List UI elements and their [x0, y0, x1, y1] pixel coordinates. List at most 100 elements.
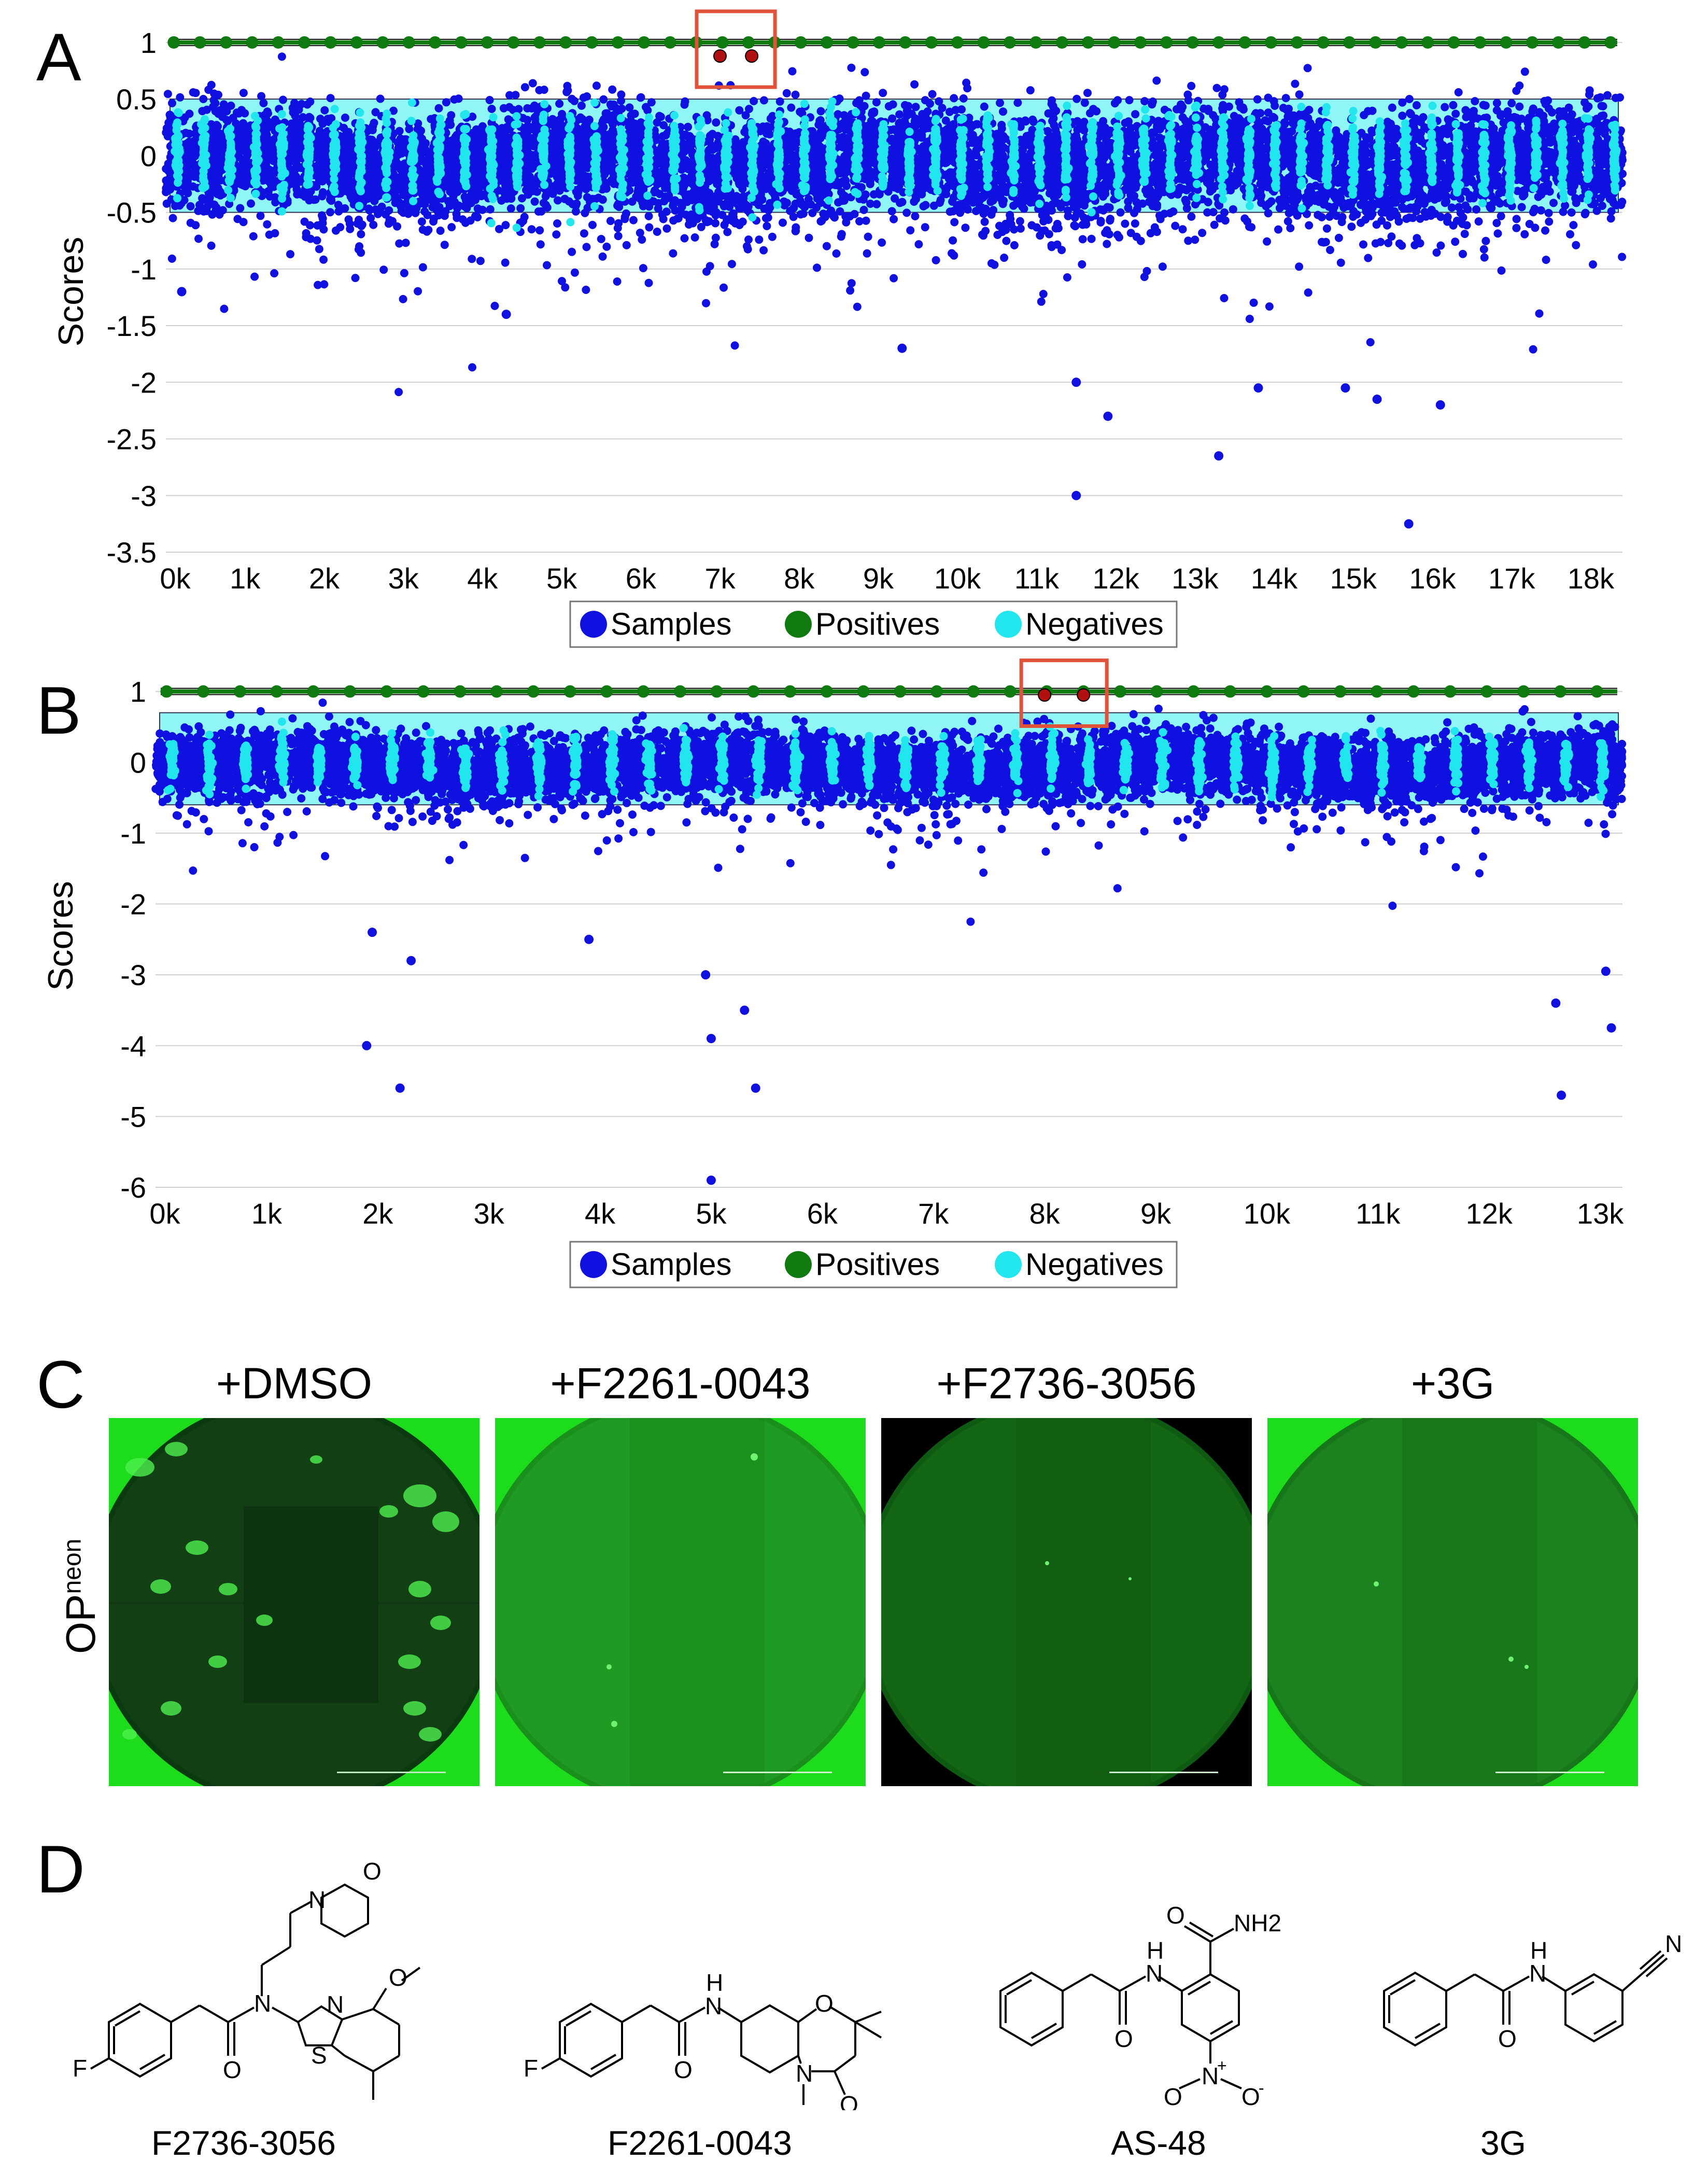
sample-point	[1184, 96, 1193, 105]
sample-point	[300, 217, 309, 226]
sample-point	[1569, 221, 1578, 230]
sample-point	[582, 286, 590, 294]
sample-point	[697, 222, 705, 231]
sample-point	[581, 208, 589, 217]
sample-point	[662, 224, 671, 233]
sample-point	[788, 67, 797, 76]
sample-point	[1210, 220, 1219, 229]
sample-point	[574, 188, 583, 197]
sample-point	[351, 274, 360, 283]
sample-point	[687, 210, 696, 219]
sample-point	[320, 280, 329, 289]
sample-point	[1535, 309, 1544, 318]
sample-point	[961, 223, 970, 232]
sample-point	[832, 249, 841, 258]
sample-point	[853, 302, 862, 311]
sample-point	[536, 240, 545, 249]
sample-point	[602, 242, 611, 251]
sample-point	[837, 230, 846, 238]
sample-point	[516, 204, 525, 213]
sample-point	[277, 52, 286, 61]
sample-point	[1603, 91, 1612, 100]
sample-point	[914, 240, 923, 249]
sample-point	[614, 232, 623, 241]
sample-point	[1441, 199, 1449, 207]
sample-point	[1265, 302, 1274, 311]
sample-point	[420, 207, 429, 216]
sample-point	[194, 234, 203, 243]
sample-point	[570, 268, 579, 277]
sample-point	[1413, 234, 1421, 243]
sample-point	[326, 94, 335, 103]
sample-point	[659, 121, 668, 130]
sample-point	[644, 212, 653, 220]
sample-point	[1326, 246, 1334, 255]
sample-point	[1105, 203, 1114, 212]
sample-point	[236, 204, 245, 213]
sample-point	[1549, 199, 1558, 207]
sample-point	[1152, 76, 1161, 85]
sample-point	[1229, 205, 1237, 214]
sample-point	[1449, 101, 1458, 109]
sample-point	[279, 95, 287, 104]
sample-point	[553, 219, 561, 228]
sample-point	[598, 252, 607, 261]
sample-point	[1618, 252, 1627, 261]
sample-point	[1472, 205, 1480, 214]
sample-point	[888, 100, 897, 109]
sample-point	[198, 194, 207, 203]
sample-point	[555, 100, 564, 108]
sample-point	[906, 226, 915, 235]
sample-point	[662, 207, 671, 216]
sample-point	[730, 341, 739, 350]
sample-point	[710, 240, 719, 248]
sample-point	[702, 299, 710, 307]
sample-point	[921, 201, 930, 209]
sample-point	[804, 233, 813, 242]
sample-point	[394, 388, 403, 397]
sample-point	[527, 225, 536, 234]
sample-point	[702, 267, 711, 276]
sample-point	[890, 274, 898, 283]
sample-point	[1542, 256, 1550, 264]
sample-point	[926, 100, 934, 108]
sample-point	[1036, 231, 1044, 240]
sample-point	[370, 119, 378, 127]
sample-point	[1071, 222, 1080, 231]
sample-point	[249, 232, 258, 241]
panel-letter-a: A	[36, 23, 81, 91]
sample-point	[487, 105, 496, 113]
sample-point	[1152, 203, 1161, 212]
chart-a: 1 0.5 0 -0.5 -1 -1.5 -2 -2.5 -3 -3.5 0k 1k 2k 3k 4k 5k 6…	[0, 0, 1708, 653]
sample-point	[447, 223, 456, 232]
sample-point	[765, 130, 774, 138]
sample-point	[764, 203, 773, 212]
sample-point	[1124, 117, 1133, 126]
sample-point	[209, 96, 218, 105]
sample-point	[1136, 236, 1145, 245]
sample-point	[194, 206, 203, 215]
sample-point	[1581, 208, 1590, 217]
sample-point	[1474, 217, 1483, 226]
sample-point	[1303, 64, 1312, 73]
sample-point	[1080, 99, 1089, 107]
sample-point	[614, 219, 623, 228]
sample-point	[659, 215, 668, 223]
sample-point	[485, 96, 494, 104]
sample-point	[996, 99, 1004, 107]
sample-point	[645, 223, 654, 232]
sample-point	[520, 83, 529, 92]
sample-point	[1529, 345, 1537, 354]
sample-point	[980, 102, 989, 111]
sample-point	[486, 205, 495, 214]
sample-point	[608, 85, 617, 94]
sample-point	[1517, 203, 1526, 212]
sample-point	[256, 212, 265, 220]
sample-point	[320, 106, 329, 115]
sample-point	[1497, 266, 1506, 275]
sample-point	[1033, 223, 1041, 232]
sample-point	[313, 236, 321, 245]
sample-point	[822, 242, 831, 250]
sample-point	[1512, 215, 1521, 223]
sample-point	[1492, 99, 1501, 107]
